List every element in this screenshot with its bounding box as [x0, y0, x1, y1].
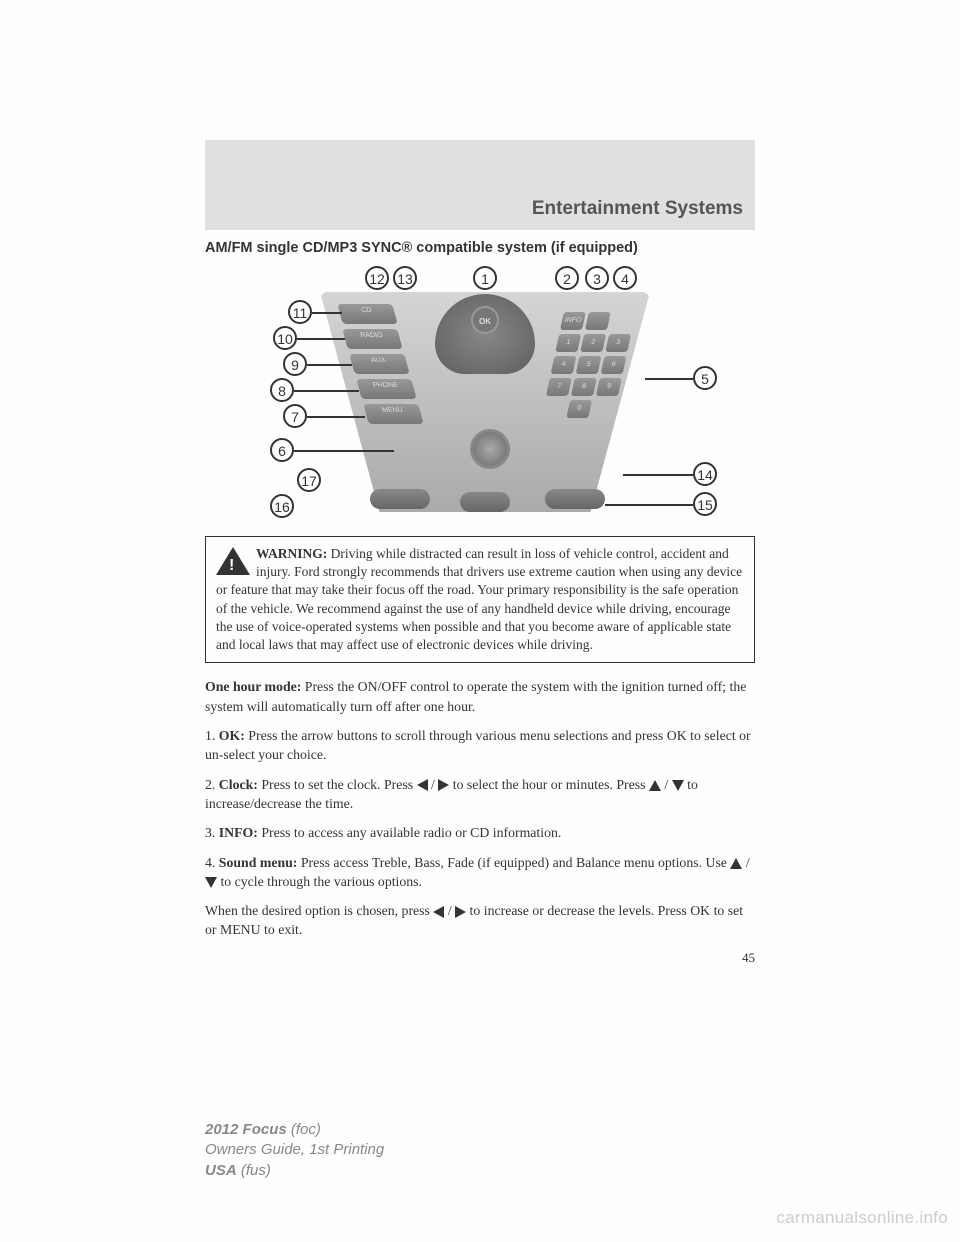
footer-model: 2012 Focus [205, 1121, 287, 1138]
callout-line [312, 312, 342, 314]
ok-button: OK [471, 306, 499, 334]
onehour-label: One hour mode: [205, 679, 301, 694]
page-content: AM/FM single CD/MP3 SYNC® compatible sys… [205, 140, 755, 966]
callout-4: 4 [613, 266, 637, 290]
sound-button [585, 312, 611, 330]
footer-guide: Owners Guide, 1st Printing [205, 1140, 384, 1160]
callout-7: 7 [283, 404, 307, 428]
radio-button: RADIO [342, 329, 402, 349]
cd-button: CD [337, 304, 397, 324]
item4-num: 4. [205, 855, 219, 870]
watermark-text: carmanualsonline.info [776, 1208, 948, 1228]
triangle-right-icon [438, 779, 449, 791]
triangle-right-icon [455, 906, 466, 918]
triangle-up-icon [730, 858, 742, 869]
section-heading: AM/FM single CD/MP3 SYNC® compatible sys… [205, 240, 755, 256]
callout-8: 8 [270, 378, 294, 402]
menu-button: MENU [363, 404, 423, 424]
callout-line [297, 338, 345, 340]
footer-info: 2012 Focus (foc) Owners Guide, 1st Print… [205, 1120, 384, 1181]
footer-region: USA [205, 1162, 237, 1179]
triangle-down-icon [672, 780, 684, 791]
aux-button: AUX [349, 354, 409, 374]
triangle-left-icon [433, 906, 444, 918]
callout-13: 13 [393, 266, 417, 290]
callout-line [605, 504, 693, 506]
warning-label: WARNING: [256, 546, 327, 561]
warning-box: WARNING: Driving while distracted can re… [205, 536, 755, 663]
item4-text-e: / [444, 903, 455, 918]
item-1-para: 1. OK: Press the arrow buttons to scroll… [205, 726, 755, 765]
callout-15: 15 [693, 492, 717, 516]
callout-11: 11 [288, 300, 312, 324]
item3-label: INFO: [219, 825, 258, 840]
one-hour-mode-para: One hour mode: Press the ON/OFF control … [205, 677, 755, 716]
callout-line [294, 390, 359, 392]
item2-label: Clock: [219, 777, 258, 792]
bottom-center-button [460, 492, 510, 512]
item1-text: Press the arrow buttons to scroll throug… [205, 728, 751, 762]
callout-line [307, 364, 352, 366]
callout-1: 1 [473, 266, 497, 290]
key-7: 7 [546, 378, 572, 396]
callout-2: 2 [555, 266, 579, 290]
callout-line [645, 378, 693, 380]
item1-num: 1. [205, 728, 219, 743]
info-button: INFO [560, 312, 586, 330]
item4-label: Sound menu: [219, 855, 298, 870]
page-number: 45 [205, 950, 755, 966]
item-2-para: 2. Clock: Press to set the clock. Press … [205, 775, 755, 814]
item-4-para-a: 4. Sound menu: Press access Treble, Bass… [205, 853, 755, 892]
callout-5: 5 [693, 366, 717, 390]
key-5: 5 [576, 356, 602, 374]
callout-line [294, 450, 394, 452]
phone-button: PHONE [356, 379, 416, 399]
item2-num: 2. [205, 777, 219, 792]
bottom-right-button [545, 489, 605, 509]
footer-model-code: (foc) [287, 1121, 321, 1138]
item2-text-d: / [661, 777, 672, 792]
key-1: 1 [555, 334, 581, 352]
key-3: 3 [605, 334, 631, 352]
key-9: 9 [596, 378, 622, 396]
item4-text-a: Press access Treble, Bass, Fade (if equi… [297, 855, 730, 870]
item3-text: Press to access any available radio or C… [258, 825, 561, 840]
radio-console-diagram: OK CD RADIO AUX PHONE MENU INFO 1 2 3 4 … [225, 264, 735, 522]
triangle-down-icon [205, 877, 217, 888]
callout-12: 12 [365, 266, 389, 290]
item3-num: 3. [205, 825, 219, 840]
callout-14: 14 [693, 462, 717, 486]
item2-text-c: to select the hour or minutes. Press [449, 777, 649, 792]
item-4-para-b: When the desired option is chosen, press… [205, 901, 755, 940]
item-3-para: 3. INFO: Press to access any available r… [205, 823, 755, 842]
item4-text-d: When the desired option is chosen, press [205, 903, 433, 918]
footer-region-code: (fus) [237, 1162, 271, 1179]
key-4: 4 [551, 356, 577, 374]
key-0: 0 [566, 400, 592, 418]
key-6: 6 [601, 356, 627, 374]
bottom-left-button [370, 489, 430, 509]
item2-text-a: Press to set the clock. Press [258, 777, 417, 792]
callout-3: 3 [585, 266, 609, 290]
item4-text-c: to cycle through the various options. [217, 874, 422, 889]
warning-text: Driving while distracted can result in l… [216, 546, 742, 652]
item4-text-b: / [742, 855, 749, 870]
callout-9: 9 [283, 352, 307, 376]
callout-16: 16 [270, 494, 294, 518]
key-8: 8 [571, 378, 597, 396]
callout-17: 17 [297, 468, 321, 492]
key-2: 2 [580, 334, 606, 352]
callout-10: 10 [273, 326, 297, 350]
volume-knob [470, 429, 510, 469]
callout-line [307, 416, 365, 418]
callout-line [623, 474, 693, 476]
triangle-up-icon [649, 780, 661, 791]
warning-icon [216, 547, 250, 577]
item1-label: OK: [219, 728, 245, 743]
callout-6: 6 [270, 438, 294, 462]
triangle-left-icon [417, 779, 428, 791]
item2-text-b: / [428, 777, 439, 792]
